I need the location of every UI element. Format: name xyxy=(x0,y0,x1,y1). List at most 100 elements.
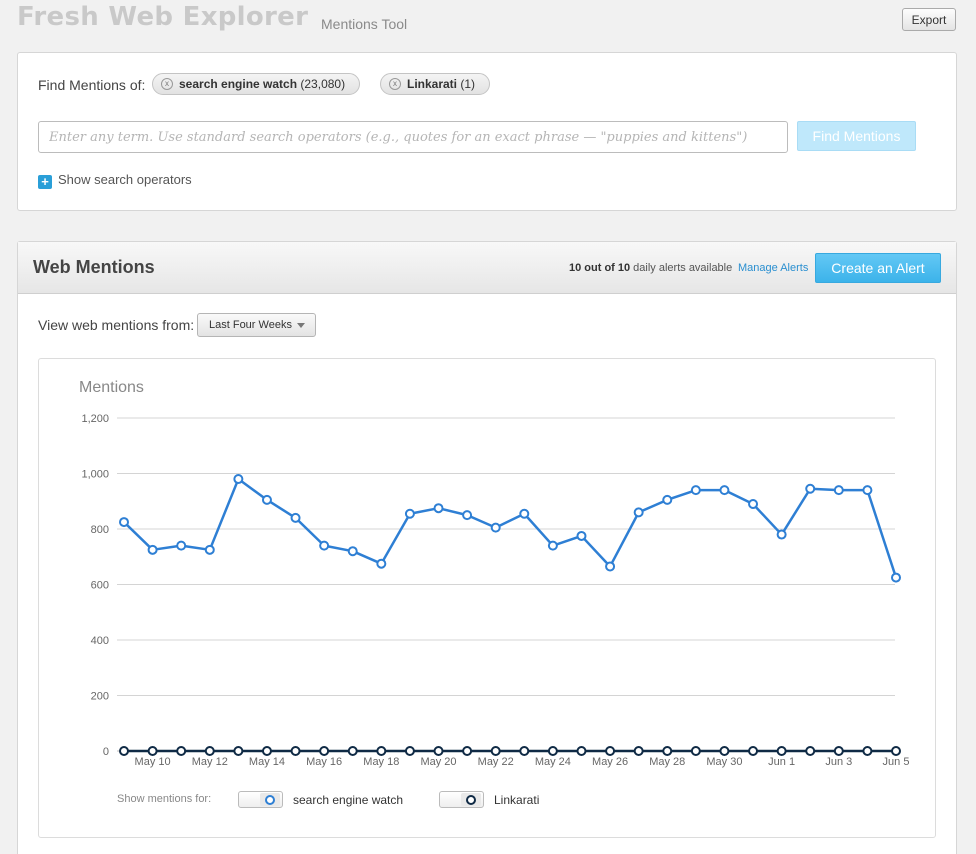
remove-chip-icon[interactable]: x xyxy=(161,77,173,90)
find-mentions-label: Find Mentions of: xyxy=(38,77,146,93)
show-operators-label: Show search operators xyxy=(58,172,192,187)
series-marker-icon xyxy=(265,795,275,805)
x-tick-label: May 26 xyxy=(592,756,628,768)
series-toggle-search-engine-watch[interactable] xyxy=(238,791,283,808)
data-point xyxy=(233,474,244,485)
toggle-knob xyxy=(260,793,280,806)
data-point xyxy=(204,746,215,756)
data-point xyxy=(719,485,730,496)
data-point xyxy=(633,507,644,518)
web-mentions-title: Web Mentions xyxy=(33,257,155,277)
data-point xyxy=(519,746,530,756)
x-tick-label: May 18 xyxy=(363,756,399,768)
y-tick-label: 600 xyxy=(91,580,109,592)
y-tick-label: 200 xyxy=(91,691,109,703)
data-point xyxy=(233,746,244,756)
search-panel: Find Mentions of: x search engine watch (… xyxy=(17,52,957,211)
data-point xyxy=(176,540,187,551)
x-tick-label: Jun 5 xyxy=(883,756,910,768)
app-subtitle: Mentions Tool xyxy=(321,16,408,32)
data-point xyxy=(147,544,158,555)
data-point xyxy=(576,746,587,756)
data-point xyxy=(119,746,129,756)
x-tick-label: May 24 xyxy=(535,756,571,768)
x-tick-label: May 28 xyxy=(649,756,685,768)
x-tick-label: Jun 1 xyxy=(768,756,795,768)
plus-icon: + xyxy=(38,175,52,189)
view-from-label: View web mentions from: xyxy=(38,317,195,333)
data-point xyxy=(261,746,272,756)
data-point xyxy=(576,530,587,541)
data-point xyxy=(433,503,444,514)
x-tick-label: May 12 xyxy=(192,756,228,768)
manage-alerts-link[interactable]: Manage Alerts xyxy=(738,262,809,274)
data-point xyxy=(347,546,358,557)
term-chip[interactable]: x Linkarati (1) xyxy=(380,73,491,95)
legend-series-name: search engine watch xyxy=(293,793,404,807)
data-point xyxy=(862,746,873,756)
alerts-available: 10 out of 10 daily alerts available xyxy=(569,262,732,274)
x-tick-label: May 16 xyxy=(306,756,342,768)
toggle-knob xyxy=(461,793,481,806)
term-chip[interactable]: x search engine watch (23,080) xyxy=(152,73,361,95)
data-point xyxy=(662,494,673,505)
data-point xyxy=(690,485,701,496)
data-point xyxy=(633,746,644,756)
x-tick-label: May 10 xyxy=(135,756,171,768)
data-point xyxy=(204,544,215,555)
data-point xyxy=(290,746,301,756)
y-tick-label: 800 xyxy=(91,524,109,536)
data-point xyxy=(462,746,473,756)
series-toggle-linkarati[interactable] xyxy=(439,791,484,808)
chart-canvas: 0 200 400 600 800 1,000 1,200 May 10 May 12 May 1… xyxy=(81,413,910,768)
alerts-suffix: daily alerts available xyxy=(630,262,733,274)
data-point xyxy=(891,572,901,583)
series-marker-icon xyxy=(466,795,476,805)
y-tick-label: 0 xyxy=(103,746,109,758)
data-point xyxy=(547,746,558,756)
chart-title: Mentions xyxy=(79,379,144,396)
y-tick-label: 1,000 xyxy=(81,469,109,481)
find-mentions-button[interactable]: Find Mentions xyxy=(797,121,916,151)
data-point xyxy=(862,485,873,496)
data-point xyxy=(490,746,501,756)
chevron-down-icon xyxy=(297,323,305,328)
legend-label: Show mentions for: xyxy=(117,793,212,805)
date-range-value: Last Four Weeks xyxy=(209,319,292,331)
show-search-operators-toggle[interactable]: + Show search operators xyxy=(38,172,192,189)
data-point xyxy=(290,512,301,523)
data-point xyxy=(347,746,358,756)
data-point xyxy=(547,540,558,551)
data-point xyxy=(490,522,501,533)
y-tick-label: 400 xyxy=(91,635,109,647)
search-input[interactable] xyxy=(38,121,788,153)
export-button[interactable]: Export xyxy=(902,8,956,31)
alerts-count: 10 out of 10 xyxy=(569,262,631,274)
legend-series-name: Linkarati xyxy=(494,793,540,807)
data-point xyxy=(261,494,272,505)
data-point xyxy=(404,746,415,756)
chip-count: (23,080) xyxy=(300,77,346,91)
data-point xyxy=(605,561,616,572)
data-point xyxy=(376,746,387,756)
chip-count: (1) xyxy=(460,77,476,91)
data-point xyxy=(433,746,444,756)
app-title: Fresh Web Explorer xyxy=(17,2,309,32)
mentions-chart: 0 200 400 600 800 1,000 1,200 May 10 May 12 May 1… xyxy=(38,358,936,838)
data-point xyxy=(719,746,730,756)
web-mentions-header: Web Mentions 10 out of 10 daily alerts a… xyxy=(18,242,956,294)
data-point xyxy=(119,517,129,528)
x-tick-label: May 30 xyxy=(706,756,742,768)
date-range-select[interactable]: Last Four Weeks xyxy=(197,313,316,337)
chip-term: search engine watch xyxy=(179,77,298,91)
data-point xyxy=(805,483,816,494)
data-point xyxy=(176,746,187,756)
web-mentions-panel: Web Mentions 10 out of 10 daily alerts a… xyxy=(17,241,957,854)
data-point xyxy=(690,746,701,756)
data-point xyxy=(833,746,844,756)
x-tick-label: May 20 xyxy=(420,756,456,768)
remove-chip-icon[interactable]: x xyxy=(389,77,401,90)
data-point xyxy=(776,529,787,540)
data-point xyxy=(605,746,616,756)
create-alert-button[interactable]: Create an Alert xyxy=(815,253,941,283)
